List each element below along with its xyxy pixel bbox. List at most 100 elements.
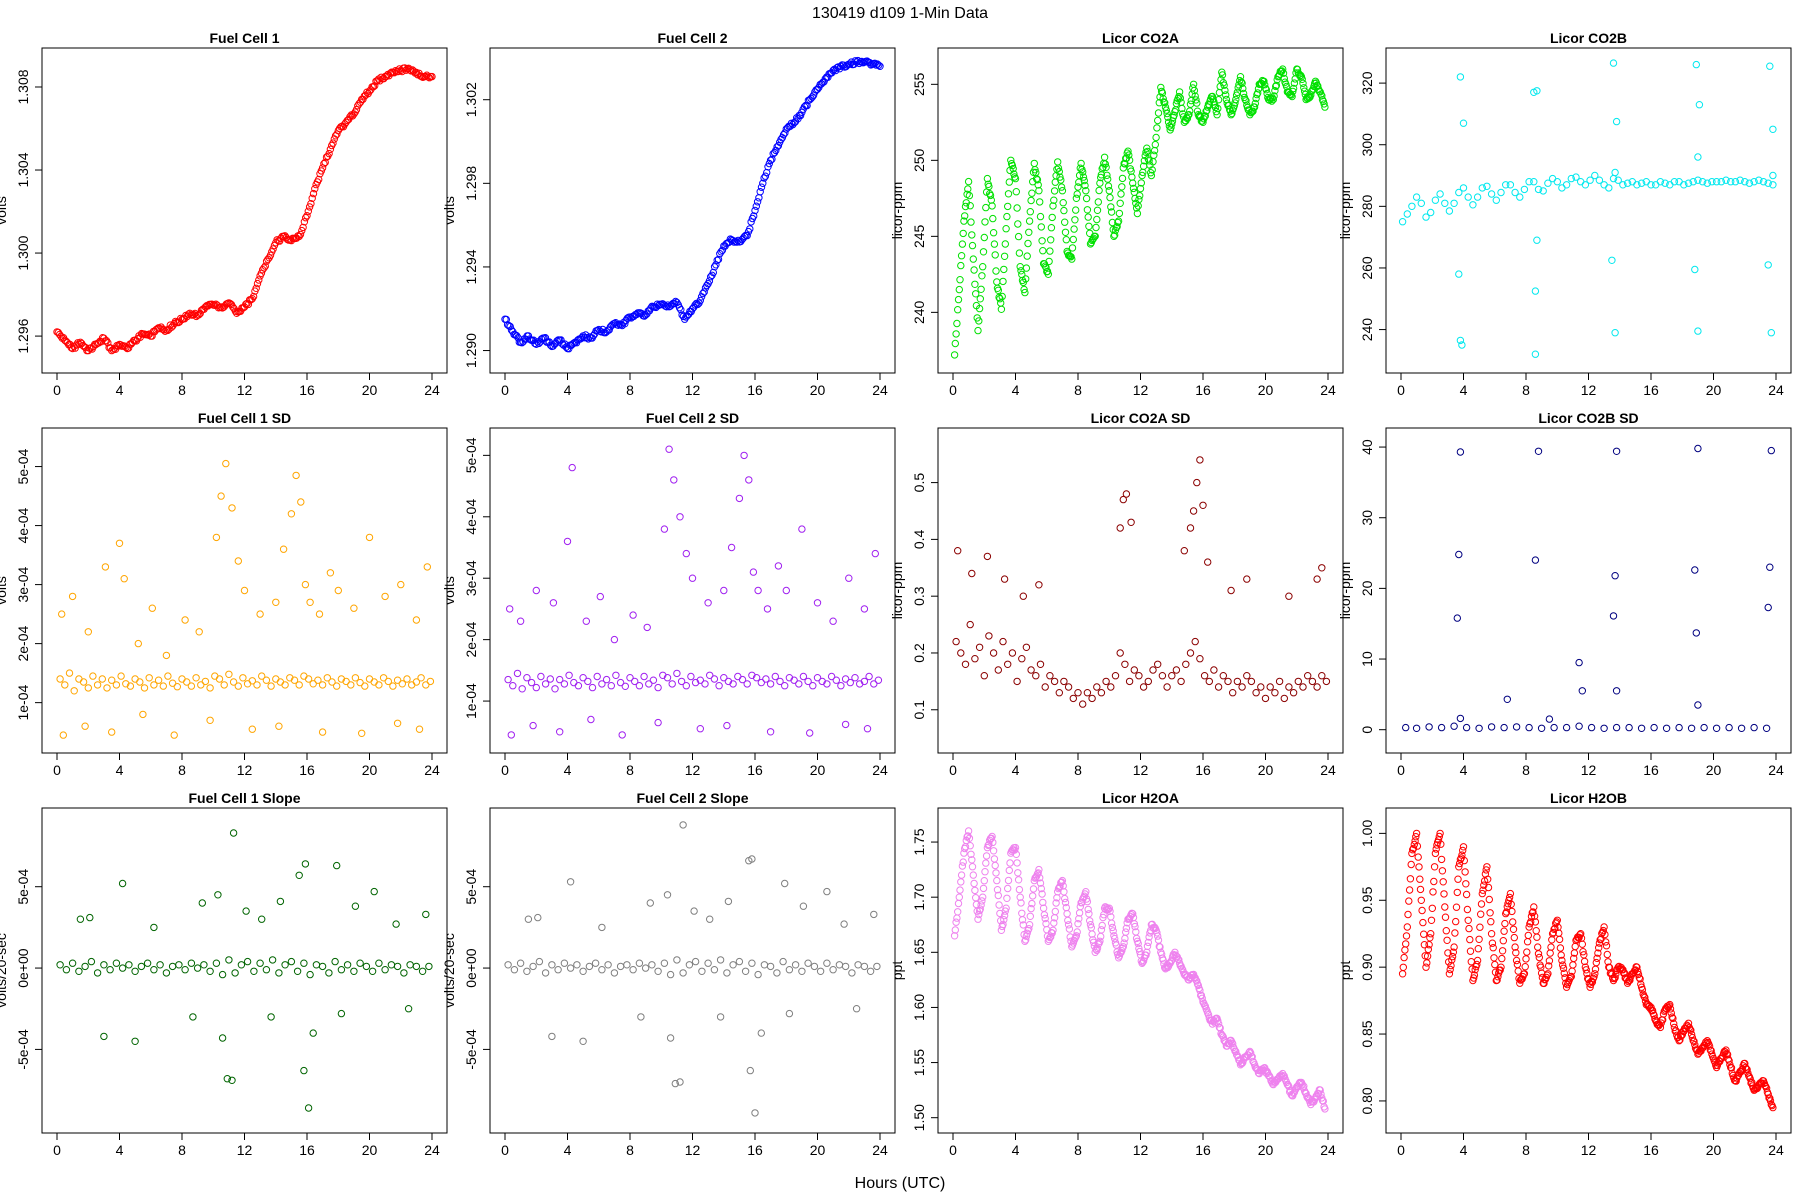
data-point [297,498,305,506]
y-tick-label: 0.90 [1359,953,1375,980]
data-point [1111,231,1119,239]
data-point [237,961,246,969]
data-point [136,678,144,686]
x-tick-label: 8 [1522,1142,1530,1158]
data-point [1178,104,1186,113]
data-point [999,920,1007,929]
data-point [1011,173,1019,181]
data-point [68,592,77,601]
data-point [1035,581,1043,589]
data-point [1098,921,1106,930]
y-tick-label: 0.80 [1359,1087,1375,1114]
data-point [974,915,982,923]
data-point [1511,188,1519,197]
data-point [750,212,758,220]
data-point [980,233,988,242]
data-point [523,674,531,682]
data-point [381,592,389,601]
point-cloud [502,56,883,353]
data-point [1198,994,1206,1002]
data-point [746,225,754,233]
data-point [304,675,313,683]
data-point [1130,666,1139,674]
x-tick-label: 12 [1581,1142,1597,1158]
data-point [964,177,973,186]
data-point [1068,244,1077,252]
data-point [1549,928,1558,937]
data-point [548,1032,556,1041]
data-point [363,88,371,96]
data-point [710,675,719,683]
data-point [81,722,89,730]
data-point [1168,120,1176,128]
data-point [75,675,83,683]
data-point [1026,208,1035,216]
data-point [1412,829,1421,838]
data-point [331,957,339,966]
data-point [1035,865,1043,874]
data-point [956,276,964,284]
data-point [1000,575,1009,583]
data-point [823,887,831,896]
data-point [355,100,363,108]
data-point [1533,236,1541,244]
x-tick-label: 0 [501,382,509,398]
data-point [248,725,257,733]
x-tick-label: 20 [362,382,378,398]
data-point [421,72,430,81]
data-point [1088,236,1096,245]
data-point [422,681,430,689]
data-point [1159,956,1167,964]
data-point [629,966,637,974]
x-tick-label: 20 [1706,762,1722,778]
data-point [131,967,139,975]
x-tick-label: 8 [178,1142,186,1158]
x-tick-label: 8 [1074,762,1082,778]
x-tick-label: 20 [362,1142,378,1158]
data-point [1505,896,1513,905]
data-point [192,674,200,682]
data-point [229,678,238,686]
data-point [771,672,779,681]
x-tick-label: 4 [1460,762,1468,778]
data-point [1723,1050,1731,1058]
data-point [618,731,626,739]
data-point [1484,883,1493,892]
data-point [1104,905,1113,914]
x-tick-label: 8 [626,382,634,398]
data-point [1708,178,1716,186]
data-point [1534,943,1542,951]
x-tick-label: 16 [1643,1142,1659,1158]
data-point [272,675,280,683]
data-point [967,218,975,226]
data-point [670,476,678,484]
data-point [1502,908,1511,916]
data-point [548,961,556,969]
data-point [1662,724,1671,732]
data-point [1439,878,1447,886]
data-point [791,961,800,969]
data-point [1034,869,1042,877]
data-point [160,326,168,334]
y-tick-label: 20 [1359,580,1375,596]
data-point [1210,666,1218,674]
data-point [1477,900,1486,908]
data-point [1118,174,1127,183]
data-point [1047,236,1055,244]
data-point [296,230,305,239]
data-point [308,194,316,203]
data-point [1413,842,1422,850]
y-tick-label: 4e-04 [15,507,31,543]
data-point [1054,158,1062,166]
data-point [1466,935,1474,944]
x-tick-label: 4 [1012,382,1020,398]
data-point [727,543,736,552]
data-point [979,248,988,256]
data-point [761,172,770,180]
data-point [1437,840,1445,848]
data-point [1074,689,1082,697]
data-point [626,674,634,682]
data-point [1554,923,1562,931]
x-axis: 0 4 8 12 16 20 24 [53,752,440,778]
